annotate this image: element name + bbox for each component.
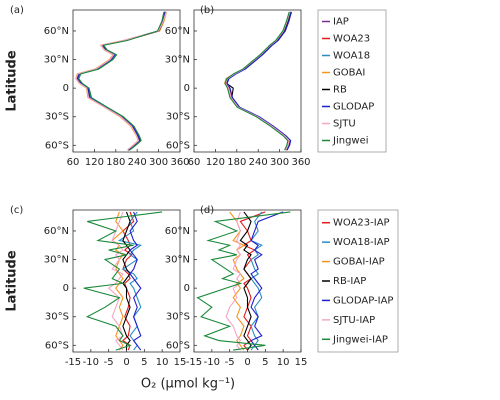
x-tick-label: -10 xyxy=(204,357,220,368)
y-tick-label: 30°S xyxy=(166,112,190,123)
y-tick-label: 60°S xyxy=(45,340,69,351)
x-tick-label: 10 xyxy=(277,357,290,368)
y-tick-label: 60°S xyxy=(45,140,69,151)
y-tick-label: 0 xyxy=(184,283,190,294)
profile-line xyxy=(225,11,291,151)
x-tick-label: 120 xyxy=(206,157,225,168)
x-tick-label: 15 xyxy=(295,357,308,368)
legend-label: RB-IAP xyxy=(333,276,366,287)
y-tick-label: 60°N xyxy=(165,226,190,237)
x-tick-label: 300 xyxy=(149,157,168,168)
profile-line xyxy=(78,11,165,151)
legend-label: SJTU xyxy=(333,119,356,130)
y-tick-label: 60°N xyxy=(44,226,69,237)
legend-label: GLODAP xyxy=(333,102,374,113)
panel-label: (a) xyxy=(10,5,24,16)
x-tick-label: 60 xyxy=(188,157,201,168)
y-tick-label: 60°S xyxy=(166,140,190,151)
profile-line xyxy=(117,211,143,351)
x-tick-label: 240 xyxy=(249,157,268,168)
x-tick-label: 0 xyxy=(123,357,129,368)
y-tick-label: 0 xyxy=(63,283,69,294)
profile-line xyxy=(229,211,246,351)
y-tick-label: 30°S xyxy=(166,312,190,323)
x-tick-label: 360 xyxy=(170,157,189,168)
profile-line xyxy=(129,211,142,351)
y-axis-label: Latitude xyxy=(5,250,20,312)
x-tick-label: 120 xyxy=(85,157,104,168)
y-tick-label: 30°N xyxy=(165,255,190,266)
x-tick-label: 15 xyxy=(174,357,187,368)
x-tick-label: 180 xyxy=(106,157,125,168)
legend-box xyxy=(317,209,399,353)
legend-label: IAP xyxy=(333,17,349,28)
plot-frame xyxy=(72,9,181,153)
x-tick-label: 0 xyxy=(244,357,250,368)
panel-label: (d) xyxy=(200,205,214,216)
legend-label: WOA23-IAP xyxy=(333,218,390,229)
profile-line xyxy=(122,211,131,351)
x-tick-label: 240 xyxy=(128,157,147,168)
legend-label: WOA23 xyxy=(333,34,370,45)
y-tick-label: 0 xyxy=(184,83,190,94)
legend-label: Jingwei-IAP xyxy=(332,334,388,345)
profile-line xyxy=(196,211,291,351)
x-tick-label: -5 xyxy=(104,357,114,368)
y-tick-label: 60°N xyxy=(165,26,190,37)
legend-label: GOBAI xyxy=(333,68,365,79)
x-tick-label: 300 xyxy=(270,157,289,168)
profile-line xyxy=(225,11,291,151)
profile-line xyxy=(224,11,291,151)
panel-label: (c) xyxy=(10,205,23,216)
legend-label: WOA18-IAP xyxy=(333,237,390,248)
y-axis-label: Latitude xyxy=(5,50,20,112)
plot-frame xyxy=(193,9,302,153)
profile-line xyxy=(250,211,284,351)
x-tick-label: 180 xyxy=(227,157,246,168)
panel-label: (b) xyxy=(200,5,214,16)
y-tick-label: 30°N xyxy=(44,255,69,266)
legend-label: GLODAP-IAP xyxy=(333,295,393,306)
legend-label: SJTU-IAP xyxy=(333,315,375,326)
y-tick-label: 60°S xyxy=(166,340,190,351)
x-tick-label: -10 xyxy=(83,357,99,368)
legend-label: RB xyxy=(333,85,347,96)
profile-line xyxy=(83,211,163,351)
x-axis-label: O₂ (μmol kg⁻¹) xyxy=(141,377,235,392)
legend-label: Jingwei xyxy=(332,136,369,147)
x-tick-label: -15 xyxy=(65,357,81,368)
profile-line xyxy=(225,211,242,351)
profile-line xyxy=(107,211,124,351)
x-tick-label: 60 xyxy=(67,157,80,168)
x-tick-label: -5 xyxy=(225,357,235,368)
x-tick-label: -15 xyxy=(186,357,202,368)
y-tick-label: 60°N xyxy=(44,26,69,37)
x-tick-label: 10 xyxy=(156,357,169,368)
legend-label: GOBAI-IAP xyxy=(333,257,385,268)
x-tick-label: 5 xyxy=(262,357,268,368)
profile-line xyxy=(224,11,290,151)
y-tick-label: 30°N xyxy=(165,55,190,66)
legend-box xyxy=(317,9,387,153)
y-tick-label: 30°S xyxy=(45,312,69,323)
x-tick-label: 360 xyxy=(291,157,310,168)
y-tick-label: 30°N xyxy=(44,55,69,66)
y-tick-label: 0 xyxy=(63,83,69,94)
x-tick-label: 5 xyxy=(141,357,147,368)
profile-line xyxy=(75,11,167,151)
profile-line xyxy=(226,11,292,151)
profile-line xyxy=(239,211,252,351)
y-tick-label: 30°S xyxy=(45,112,69,123)
legend-label: WOA18 xyxy=(333,51,370,62)
